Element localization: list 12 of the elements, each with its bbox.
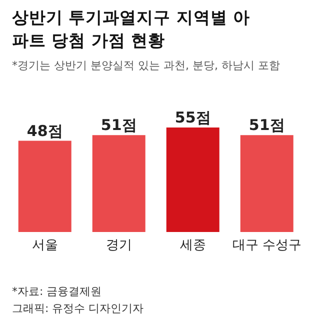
chart-title: 상반기 투기과열지구 지역별 아파트 당첨 가점 현황 [12, 7, 252, 52]
x-tick-label: 서울 [32, 238, 58, 254]
data-label: 51점 [248, 116, 285, 134]
x-tick-label: 세종 [180, 238, 206, 254]
text: 그래픽: 유정수 디자인기자 [12, 301, 144, 316]
data-label: 51점 [100, 116, 137, 134]
x-tick-label: 경기 [106, 238, 132, 254]
data-label: 55점 [174, 108, 211, 126]
x-tick-label: 대구 수성구 [232, 238, 302, 254]
data-label: 48점 [26, 122, 63, 140]
chart-subtitle: *경기는 상반기 분양실적 있는 과천, 분당, 하남시 포함 [12, 58, 280, 73]
text: *자료: 금융결제원 [12, 284, 102, 299]
